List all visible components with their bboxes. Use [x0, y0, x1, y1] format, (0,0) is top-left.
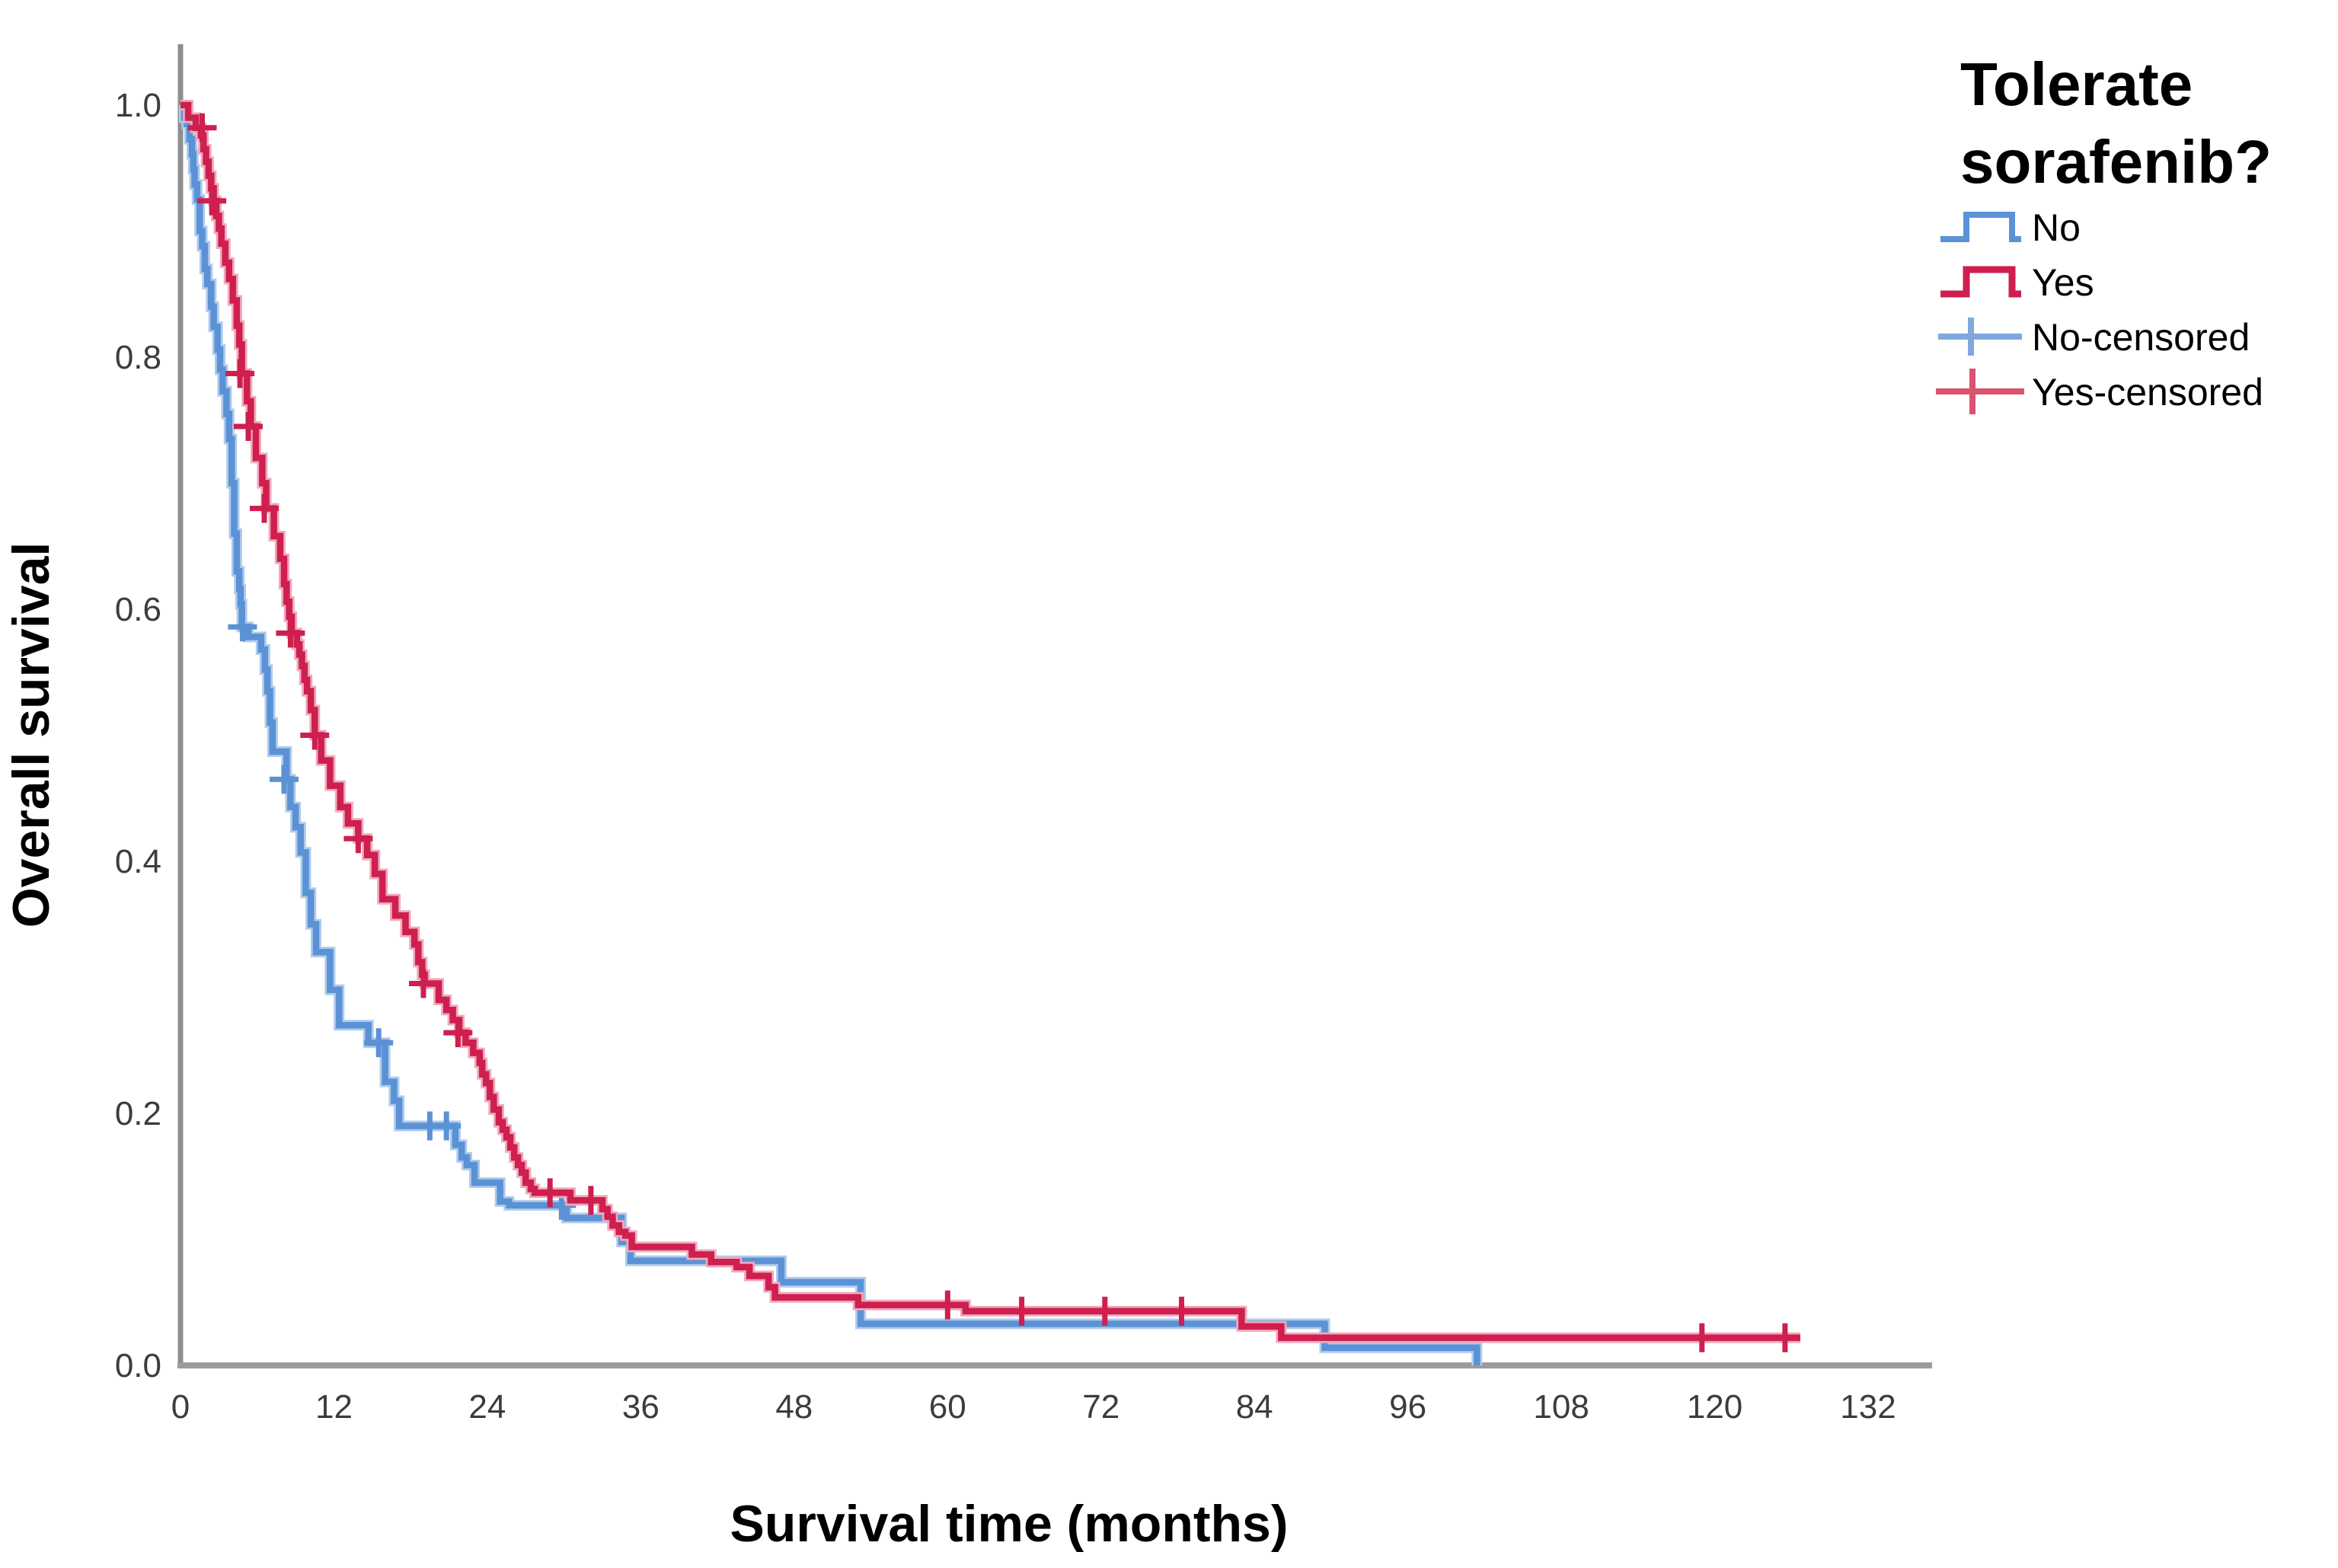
x-tick-label: 96 — [1389, 1388, 1426, 1426]
x-tick-label: 0 — [171, 1388, 190, 1426]
y-tick-label: 1.0 — [115, 87, 161, 124]
x-tick-label: 108 — [1533, 1388, 1589, 1426]
y-tick-label: 0.6 — [115, 591, 161, 628]
legend-item-yes: Yes — [1940, 261, 2094, 304]
axis-tick-labels: 0 12 24 36 48 60 72 84 96 108 120 132 1.0 0.8 0.6 0.4 0.… — [115, 87, 1896, 1426]
survival-curve-no — [180, 101, 1480, 1365]
legend-title-line-2: sorafenib? — [1960, 128, 2272, 196]
x-tick-label: 12 — [315, 1388, 353, 1426]
x-tick-label: 60 — [929, 1388, 966, 1426]
x-tick-label: 72 — [1082, 1388, 1119, 1426]
legend-item-label: No — [2032, 206, 2081, 249]
x-tick-label: 120 — [1687, 1388, 1742, 1426]
legend-title-line-1: Tolerate — [1960, 50, 2193, 118]
survival-curve-yes — [180, 101, 1800, 1341]
y-tick-label: 0.2 — [115, 1095, 161, 1132]
y-axis-title: Overall survival — [2, 542, 60, 928]
legend-item-yes-censored: Yes-censored — [1936, 369, 2263, 414]
x-tick-label: 24 — [468, 1388, 506, 1426]
legend: Tolerate sorafenib? No Yes No-censored Y… — [1936, 50, 2272, 414]
x-axis-title: Survival time (months) — [730, 1495, 1288, 1553]
yes-line-sample-icon — [1940, 266, 2021, 298]
no-censored-plus-icon — [1938, 318, 2022, 356]
legend-item-label: No-censored — [2032, 316, 2250, 359]
censor-marks-yes — [187, 113, 1800, 1352]
x-tick-label: 132 — [1840, 1388, 1896, 1426]
survival-curves — [179, 100, 1800, 1365]
legend-item-no: No — [1940, 206, 2081, 249]
x-tick-label: 84 — [1236, 1388, 1273, 1426]
yes-censored-plus-icon — [1936, 369, 2024, 414]
x-tick-label: 36 — [622, 1388, 660, 1426]
legend-item-no-censored: No-censored — [1938, 316, 2250, 359]
x-tick-label: 48 — [775, 1388, 813, 1426]
censor-marks-no — [228, 612, 577, 1220]
y-tick-label: 0.8 — [115, 339, 161, 376]
y-tick-label: 0.0 — [115, 1347, 161, 1384]
y-tick-label: 0.4 — [115, 843, 161, 880]
legend-item-label: Yes — [2032, 261, 2094, 304]
legend-item-label: Yes-censored — [2032, 371, 2263, 414]
no-line-sample-icon — [1940, 212, 2021, 242]
